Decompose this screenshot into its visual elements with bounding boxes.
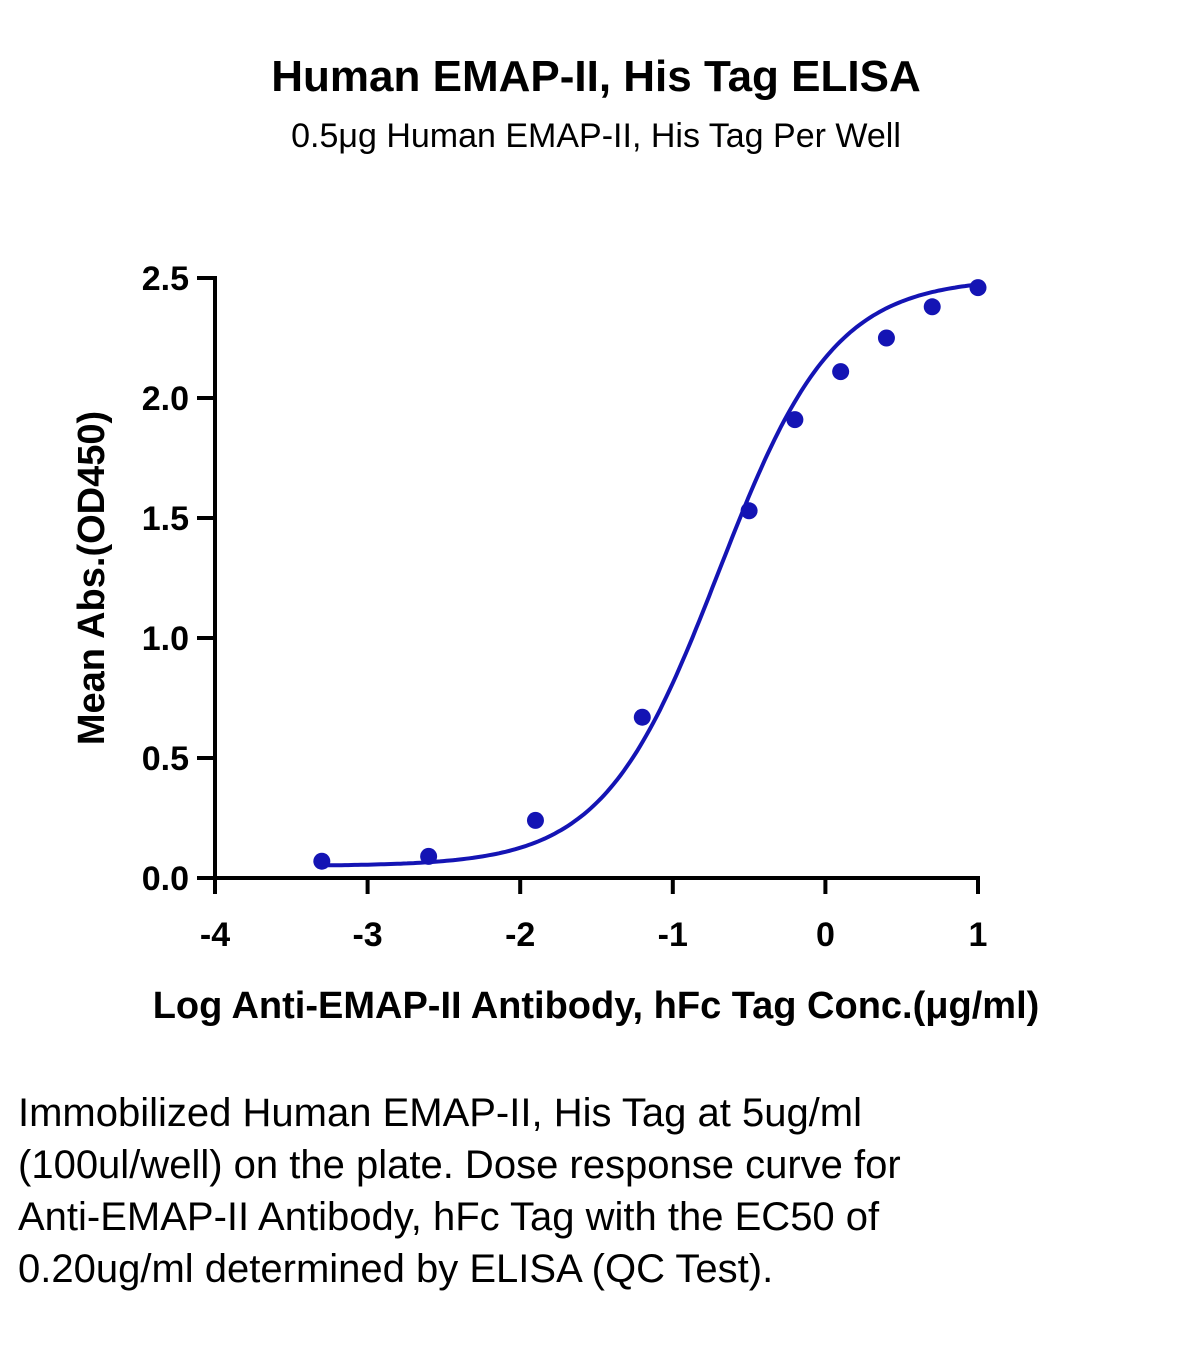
fit-curve	[321, 282, 979, 868]
x-tick-label: 1	[969, 916, 988, 954]
y-tick-label: 0.0	[142, 860, 189, 898]
data-point	[877, 329, 895, 347]
y-tick-label: 2.0	[142, 380, 189, 418]
data-point	[832, 363, 850, 381]
data-point	[969, 279, 987, 297]
x-tick-label: -4	[200, 916, 230, 954]
data-points	[313, 279, 987, 870]
y-tick-label: 1.5	[142, 500, 189, 538]
caption-text: Immobilized Human EMAP-II, His Tag at 5u…	[18, 1091, 901, 1291]
x-tick-label: -3	[352, 916, 382, 954]
x-axis-label: Log Anti-EMAP-II Antibody, hFc Tag Conc.…	[153, 985, 1040, 1027]
y-tick-label: 1.0	[142, 620, 189, 658]
y-tick-label: 2.5	[142, 260, 189, 298]
data-point	[786, 411, 804, 429]
y-axis-label: Mean Abs.(OD450)	[71, 411, 113, 745]
elisa-chart: -4 -3 -2 -1 0 1 0.0 0.5 1.0 1.5 2.0 2.5 Log Anti-EM…	[71, 260, 1040, 1027]
data-point	[420, 847, 438, 865]
chart-subtitle: 0.5μg Human EMAP-II, His Tag Per Well	[291, 117, 901, 155]
y-tick-label: 0.5	[142, 740, 189, 778]
chart-title: Human EMAP-II, His Tag ELISA	[271, 52, 921, 101]
ticks: -4 -3 -2 -1 0 1 0.0 0.5 1.0 1.5 2.0 2.5	[142, 260, 988, 954]
data-point	[313, 852, 331, 870]
data-point	[740, 502, 758, 520]
x-tick-label: 0	[816, 916, 835, 954]
x-tick-label: -1	[658, 916, 688, 954]
data-point	[526, 811, 544, 829]
x-tick-label: -2	[505, 916, 535, 954]
data-point	[633, 708, 651, 726]
axes	[213, 276, 980, 880]
data-point	[923, 298, 941, 316]
